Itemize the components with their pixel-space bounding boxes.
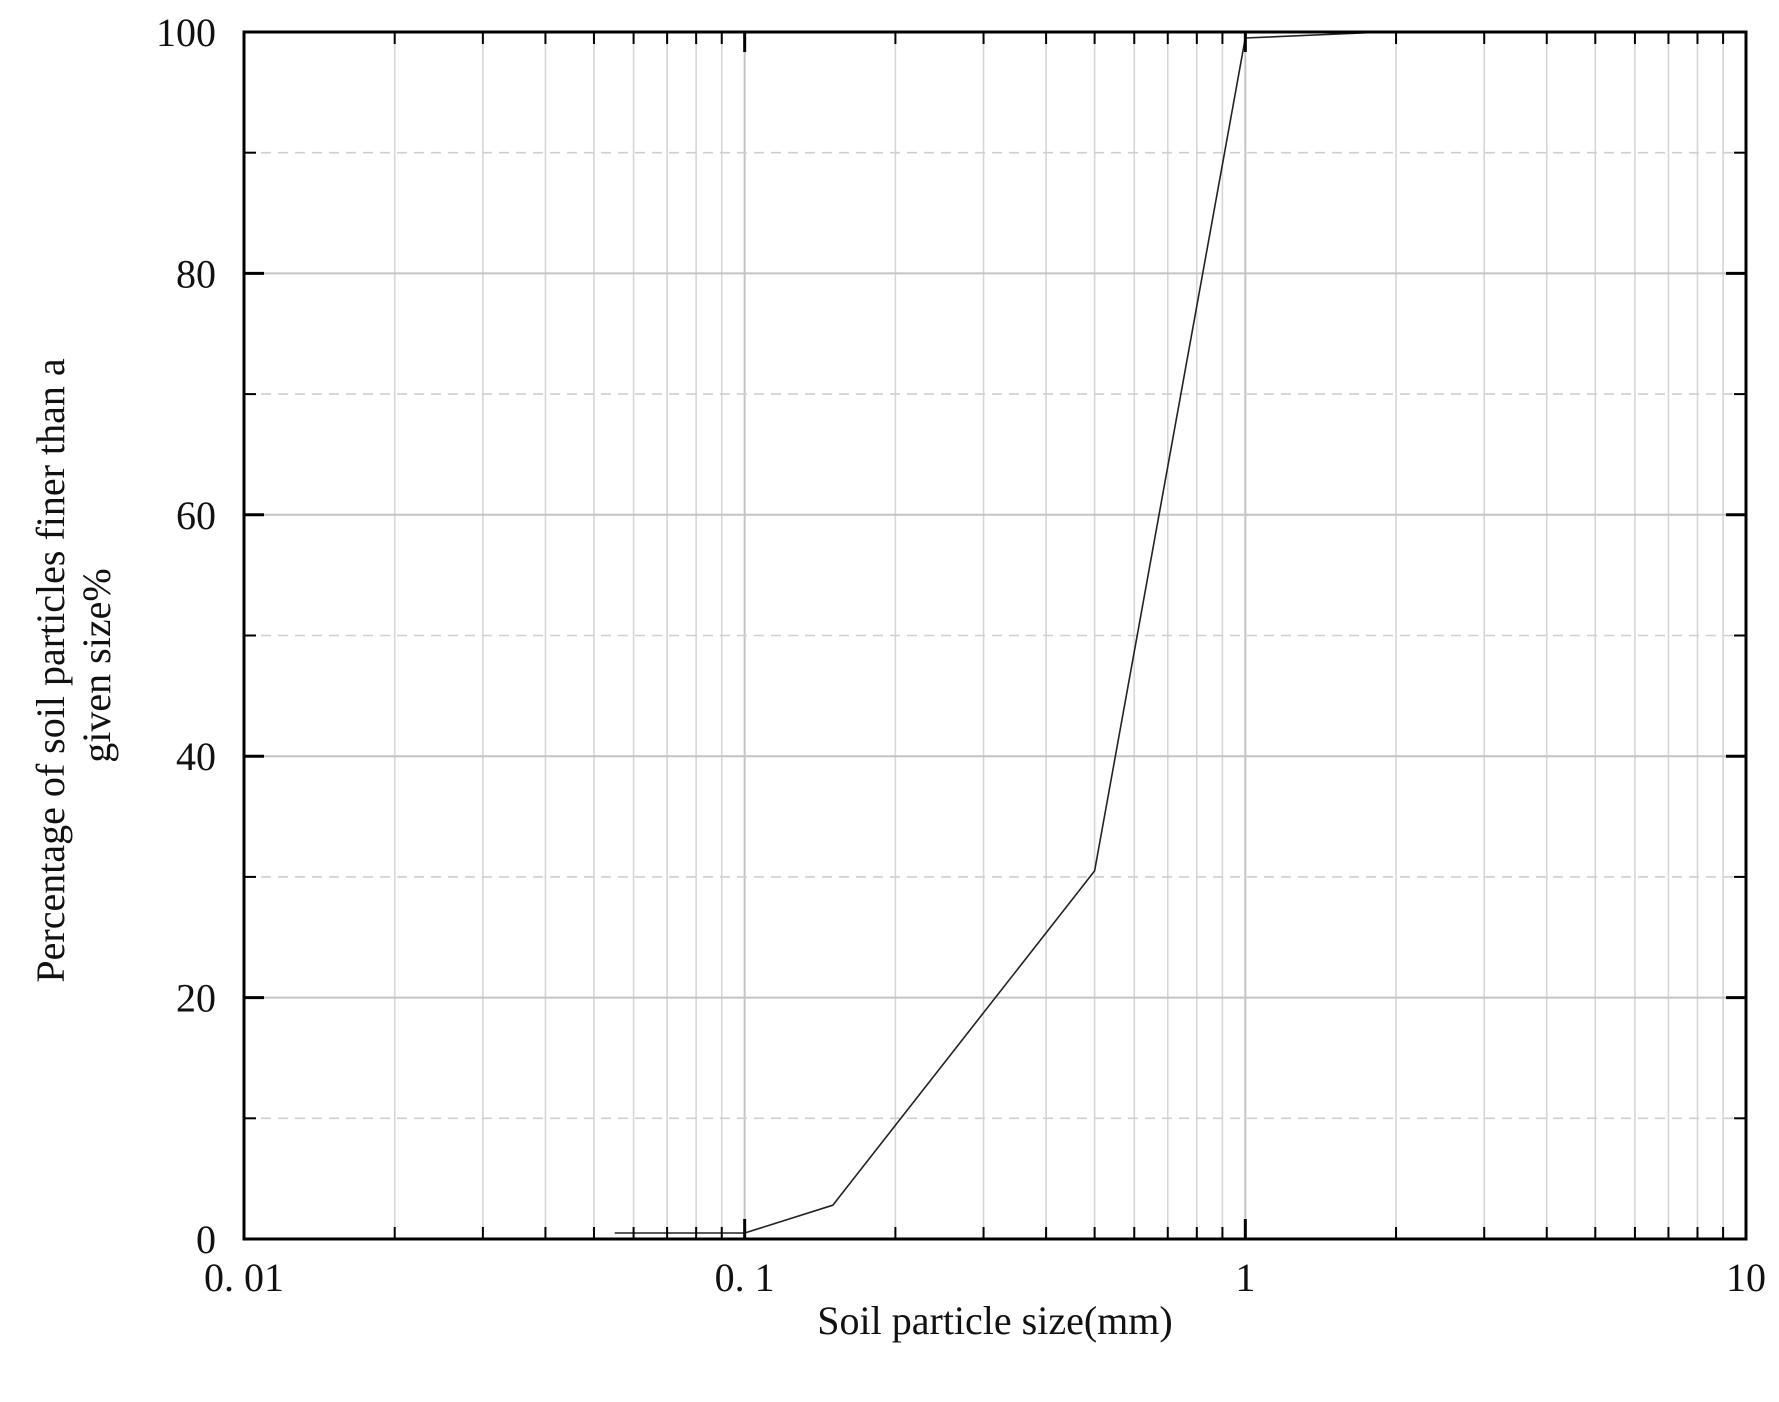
y-tick-label: 60 xyxy=(176,493,216,538)
y-tick-label: 40 xyxy=(176,734,216,779)
x-tick-label: 10 xyxy=(1726,1255,1766,1300)
series-layer xyxy=(614,31,1385,1234)
x-tick-label: 1 xyxy=(1235,1255,1255,1300)
y-tick-label: 100 xyxy=(156,10,216,55)
series-line xyxy=(614,31,1385,1234)
y-axis-title-line-2: given size% xyxy=(74,568,119,762)
axis-ticks xyxy=(242,30,1748,1241)
grid xyxy=(244,32,1746,1239)
y-tick-label: 80 xyxy=(176,251,216,296)
x-tick-label: 0. 1 xyxy=(715,1255,775,1300)
y-axis-title: Percentage of soil particles finer than … xyxy=(28,348,119,982)
x-axis-title: Soil particle size(mm) xyxy=(817,1298,1172,1343)
y-axis-title-line-1: Percentage of soil particles finer than … xyxy=(28,358,73,982)
x-tick-label: 0. 01 xyxy=(204,1255,284,1300)
y-tick-label: 0 xyxy=(196,1217,216,1262)
y-tick-label: 20 xyxy=(176,976,216,1021)
